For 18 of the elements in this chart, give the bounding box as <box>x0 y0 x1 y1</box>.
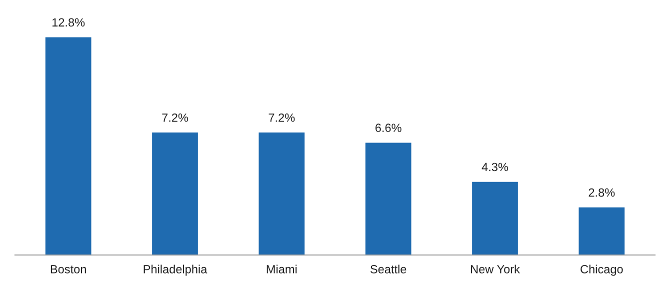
bar <box>258 132 305 255</box>
x-tick-label: Philadelphia <box>144 264 208 276</box>
x-tick-label: Seattle <box>370 264 406 274</box>
data-label: 2.8% <box>588 188 615 197</box>
data-label: 7.2% <box>268 113 295 122</box>
x-tick-label: Boston <box>50 265 86 274</box>
data-label: 12.8% <box>52 18 85 27</box>
x-tick-label: New York <box>471 264 520 274</box>
bar <box>45 37 92 255</box>
bar <box>472 182 518 255</box>
data-label: 6.6% <box>375 124 402 132</box>
bar <box>152 132 198 255</box>
data-label: 4.3% <box>482 162 508 172</box>
bar <box>578 207 625 255</box>
bar <box>365 142 412 255</box>
x-tick-label: Chicago <box>580 264 623 276</box>
x-tick-label: Miami <box>266 264 297 274</box>
data-label: 7.2% <box>162 113 188 122</box>
